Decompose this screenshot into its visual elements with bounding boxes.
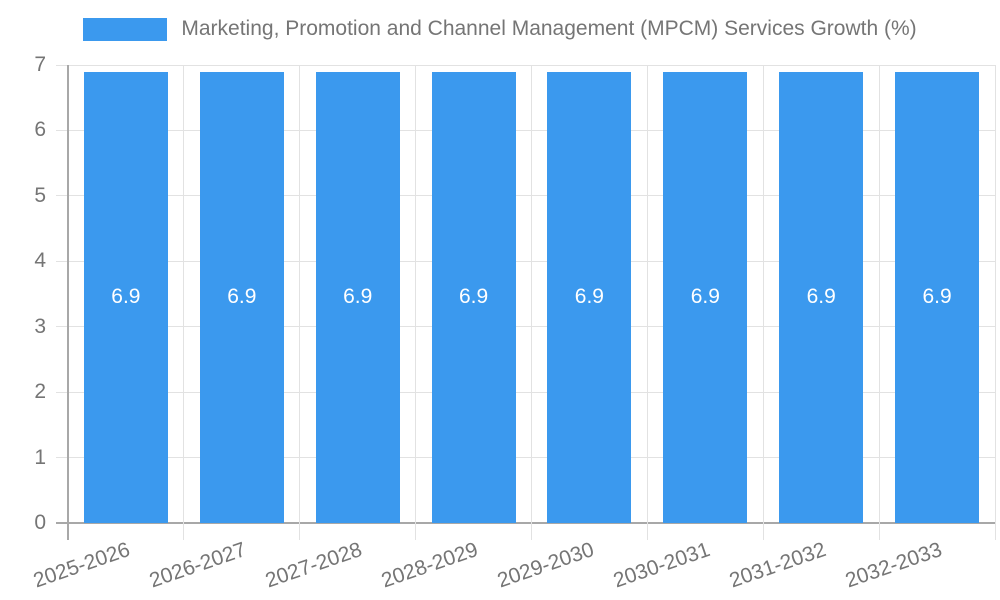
- bar[interactable]: 6.9: [895, 71, 980, 523]
- x-axis-tick-label: 2029-2030: [494, 538, 597, 593]
- y-gridline: [56, 129, 995, 131]
- bar-value-label: 6.9: [690, 285, 720, 309]
- bar-value-label: 6.9: [227, 285, 257, 309]
- y-axis-tick-label: 1: [34, 445, 46, 469]
- y-gridline: [56, 391, 995, 393]
- bar-value-label: 6.9: [458, 285, 489, 309]
- y-axis-tick-label: 4: [34, 249, 46, 273]
- y-axis-tick-label: 6: [34, 118, 46, 142]
- x-gridline: [299, 65, 301, 540]
- y-gridline: [56, 260, 995, 262]
- bar[interactable]: 6.9: [779, 71, 864, 523]
- bar-value-label: 6.9: [806, 285, 836, 309]
- bar[interactable]: 6.9: [547, 71, 632, 523]
- x-gridline: [994, 65, 996, 540]
- bar[interactable]: 6.9: [663, 71, 748, 523]
- x-gridline: [762, 65, 764, 540]
- bar[interactable]: 6.9: [431, 71, 516, 523]
- bar-value-label: 6.9: [574, 285, 604, 309]
- y-gridline: [56, 326, 995, 328]
- chart-legend[interactable]: Marketing, Promotion and Channel Managem…: [0, 17, 1000, 41]
- x-axis-tick-label: 2031-2032: [726, 538, 829, 593]
- x-gridline: [183, 65, 185, 540]
- bar[interactable]: 6.9: [199, 71, 284, 523]
- x-axis-tick-label: 2026-2027: [146, 538, 250, 593]
- legend-swatch: [83, 17, 168, 41]
- y-gridline: [56, 457, 995, 459]
- y-axis-tick-label: 5: [34, 183, 46, 207]
- bar-value-label: 6.9: [343, 285, 373, 309]
- bar[interactable]: 6.9: [315, 71, 400, 523]
- x-gridline: [531, 65, 532, 540]
- y-axis-tick-label: 7: [34, 53, 46, 76]
- y-axis-line: [67, 65, 69, 540]
- x-axis-baseline: [56, 522, 995, 524]
- x-axis-tick-label: 2028-2029: [378, 538, 482, 593]
- x-gridline: [415, 65, 417, 540]
- y-axis-tick-label: 0: [34, 511, 46, 534]
- x-axis-tick-label: 2032-2033: [842, 538, 945, 593]
- y-axis-tick-label: 3: [34, 314, 46, 338]
- bar-value-label: 6.9: [111, 285, 141, 309]
- bar[interactable]: 6.9: [83, 71, 168, 523]
- y-gridline: [56, 195, 995, 197]
- bar-value-label: 6.9: [922, 285, 952, 309]
- x-axis-tick-label: 2027-2028: [262, 538, 366, 593]
- x-gridline: [646, 65, 648, 540]
- x-gridline: [878, 65, 880, 540]
- x-axis-tick-label: 2025-2026: [30, 538, 134, 593]
- y-axis-tick-label: 2: [34, 380, 46, 404]
- x-axis-tick-label: 2030-2031: [610, 538, 713, 593]
- y-gridline: [56, 64, 995, 66]
- legend-label: Marketing, Promotion and Channel Managem…: [181, 17, 917, 40]
